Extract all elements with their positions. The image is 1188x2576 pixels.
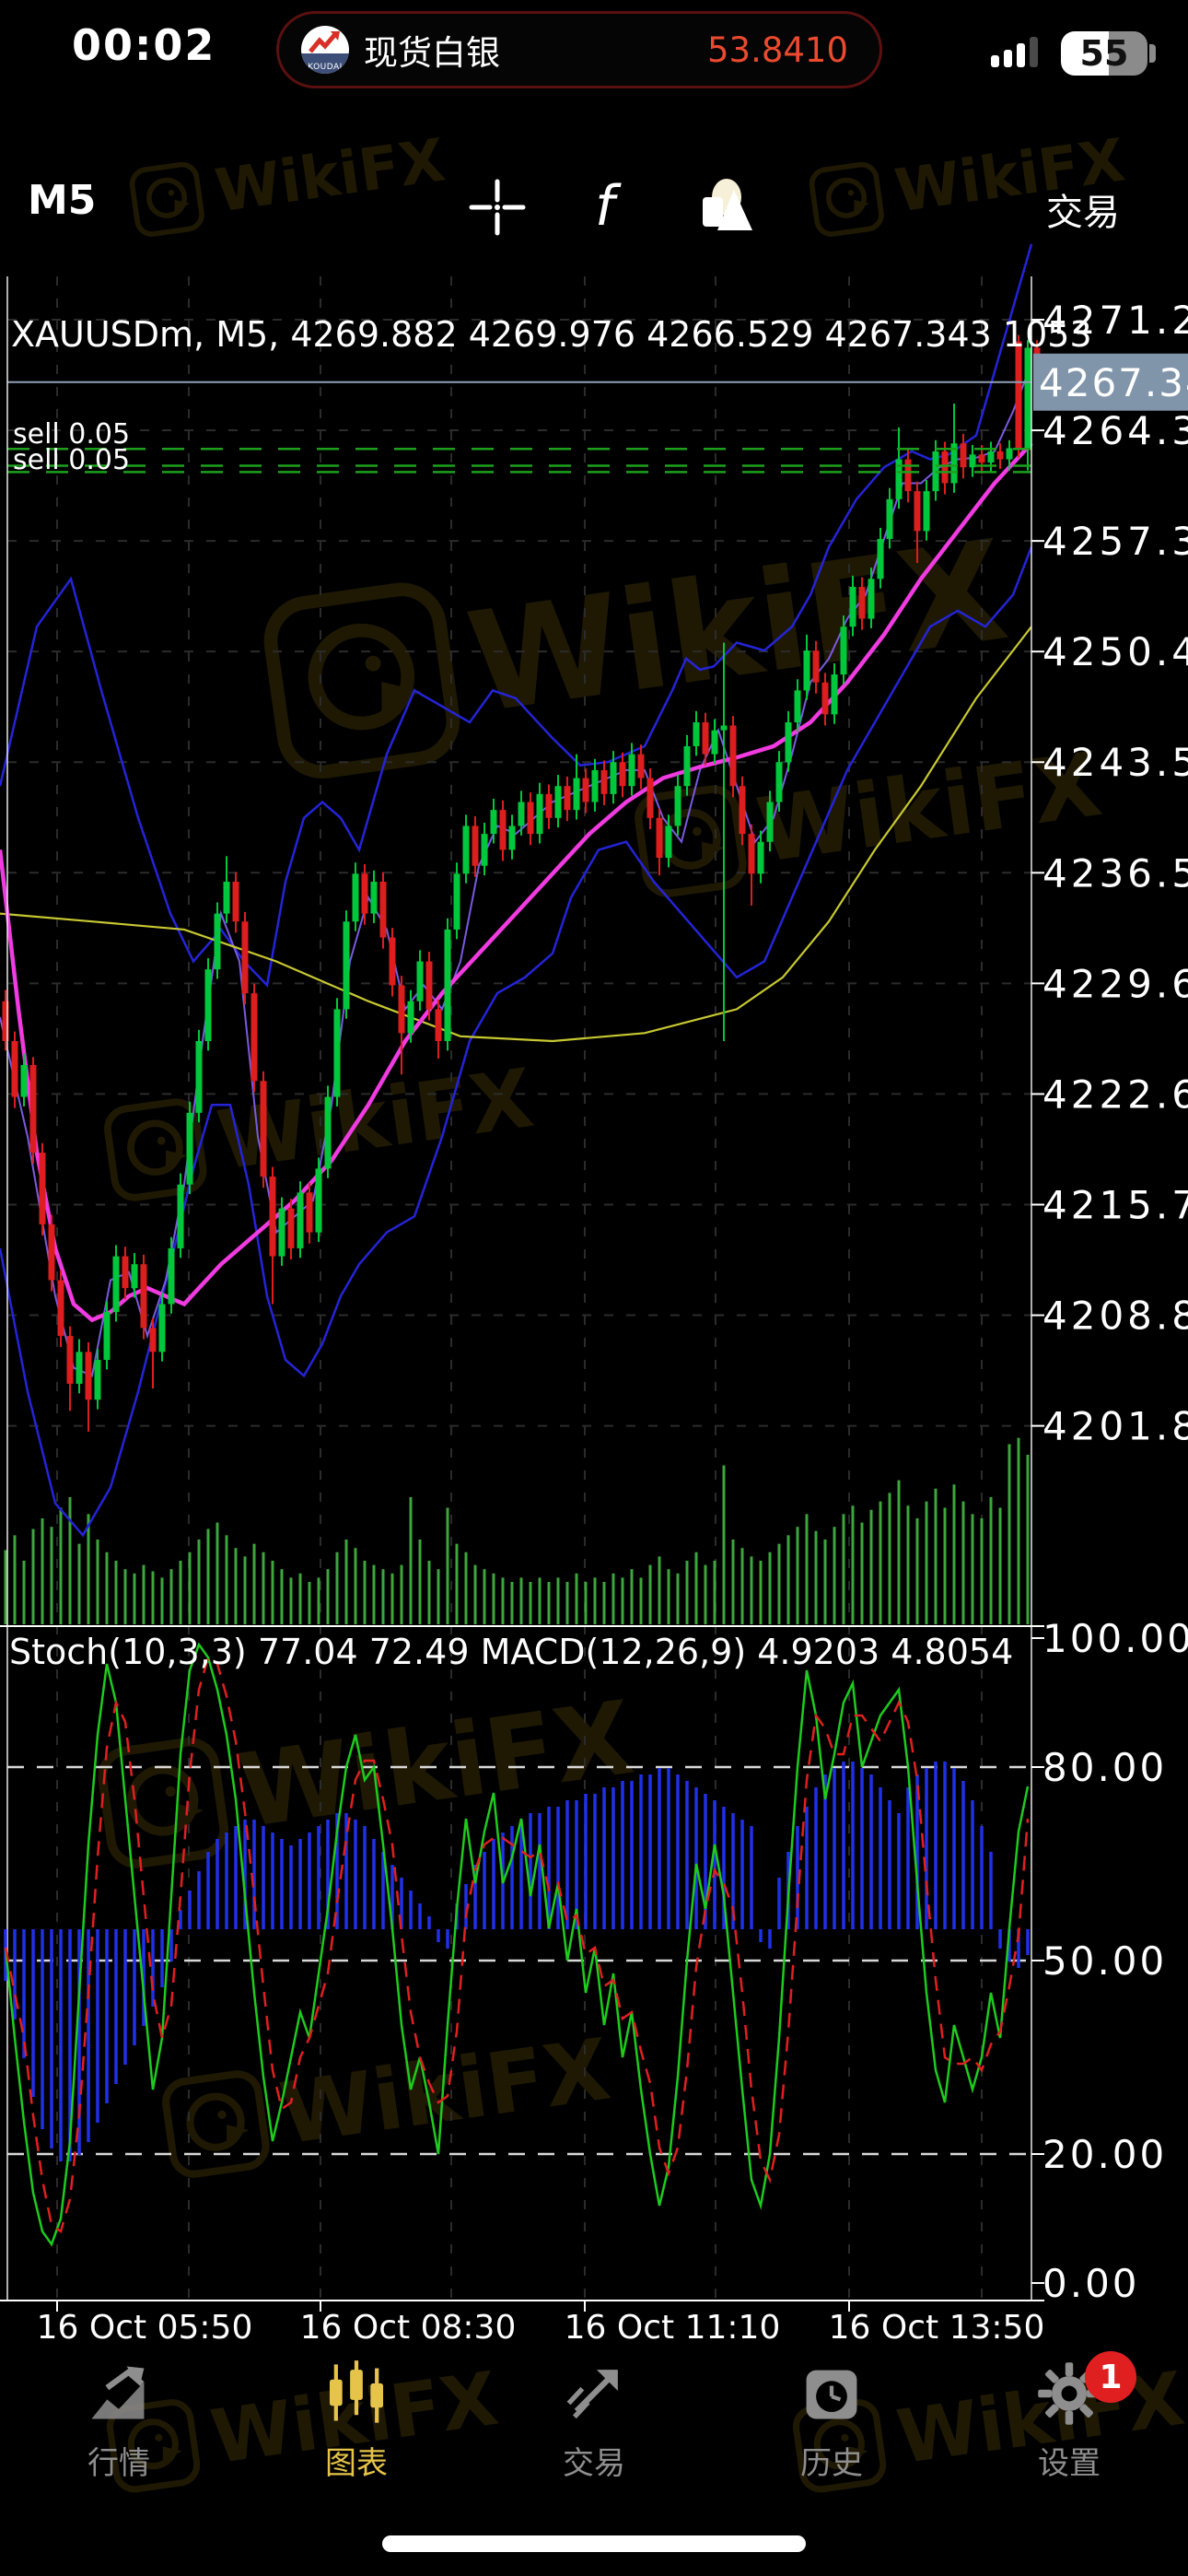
tab-label: 设置 <box>1038 2445 1101 2482</box>
price-axis-label: 4257.380 <box>1042 519 1188 564</box>
price-axis-label: 4229.620 <box>1042 961 1188 1006</box>
notification-title: 现货白银 <box>364 33 500 73</box>
price-axis-label: 4264.320 <box>1042 408 1188 453</box>
home-indicator[interactable] <box>382 2535 806 2552</box>
tab-label: 历史 <box>800 2445 863 2482</box>
tab-trade[interactable]: 交易 <box>511 2355 677 2483</box>
battery-percent: 55 <box>1079 33 1129 74</box>
notification-pill[interactable]: KOUDAI 现货白银 53.8410 <box>276 11 882 88</box>
tab-history[interactable]: 历史 <box>749 2355 914 2483</box>
ma_fast-line <box>0 441 1033 1323</box>
bb_upper-line <box>0 243 1033 989</box>
time-axis-label: 16 Oct 13:50 <box>829 2309 1045 2347</box>
tab-quotes[interactable]: 行情 <box>36 2355 202 2483</box>
charts-icon <box>274 2355 439 2432</box>
indicator-levels <box>7 1765 1031 2156</box>
stoch-k-line <box>4 1642 1030 2247</box>
price-axis-label: 4208.800 <box>1042 1294 1188 1339</box>
quotes-icon <box>36 2355 202 2432</box>
indicators-icon[interactable]: f <box>573 175 646 240</box>
price-axis-label: 4236.560 <box>1042 850 1188 896</box>
battery-nub <box>1149 44 1156 63</box>
current-price-label: 4267.343 <box>1039 360 1188 405</box>
notification-price: 53.8410 <box>706 29 848 70</box>
chart-headers: XAUUSDm, M5, 4269.882 4269.976 4266.529 … <box>9 314 1092 1672</box>
tab-label: 交易 <box>563 2445 625 2482</box>
signal-strength-icon <box>991 37 1038 67</box>
indicator-axis-label: 0.00 <box>1042 2261 1140 2306</box>
macd-histogram <box>4 1762 1030 2161</box>
tab-bar: 行情 图表 交易 历史 设置 <box>0 2355 1188 2502</box>
plot-borders <box>0 276 1044 2301</box>
price-axis-label: 4250.440 <box>1042 629 1188 674</box>
sell-position-label[interactable]: sell 0.05 <box>13 418 130 451</box>
sell-position-label[interactable]: sell 0.05 <box>13 444 130 476</box>
objects-icon[interactable] <box>693 175 766 240</box>
price-axis-label: 4243.500 <box>1042 740 1188 785</box>
tab-settings[interactable]: 设置 <box>986 2355 1152 2483</box>
tab-label: 行情 <box>87 2445 150 2482</box>
price-axis: 4271.260 4264.320 4257.380 4250.440 4243.500… <box>1031 298 1188 1449</box>
time-axis-label: 16 Oct 11:10 <box>565 2309 781 2347</box>
price-axis-label: 4201.860 <box>1042 1404 1188 1449</box>
chart-ohlc-header: XAUUSDm, M5, 4269.882 4269.976 4266.529 … <box>11 314 1092 355</box>
time-axis-label: 16 Oct 05:50 <box>37 2309 253 2347</box>
time-axis-label: 16 Oct 08:30 <box>300 2309 517 2347</box>
indicator-header: Stoch(10,3,3) 77.04 72.49 MACD(12,26,9) … <box>9 1632 1013 1672</box>
koudai-logo-icon: KOUDAI <box>301 26 349 74</box>
crosshair-icon[interactable] <box>460 175 534 240</box>
volume-bars <box>4 1437 1030 1624</box>
stoch-d-line <box>4 1655 1030 2234</box>
time-axis: 16 Oct 05:50 16 Oct 08:30 16 Oct 11:10 16 O… <box>37 2301 1045 2347</box>
grid-horizontal <box>7 319 1031 1427</box>
stoch-lines <box>4 1642 1030 2247</box>
trade-icon <box>511 2355 677 2432</box>
tab-charts[interactable]: 图表 <box>274 2355 439 2483</box>
price-axis-label: 4222.680 <box>1042 1071 1188 1117</box>
tab-label: 图表 <box>325 2445 388 2482</box>
trade-button[interactable]: 交易 <box>1046 192 1120 234</box>
price-axis-label: 4271.260 <box>1042 298 1188 343</box>
history-icon <box>749 2355 914 2432</box>
current-price: 4267.343 <box>7 353 1188 411</box>
indicator-axis-label: 20.00 <box>1042 2132 1167 2177</box>
price-axis-label: 4215.740 <box>1042 1182 1188 1227</box>
indicator-axis-label: 100.00 <box>1042 1616 1188 1661</box>
bb_lower-line <box>0 546 1033 1538</box>
indicator-axis-label: 80.00 <box>1042 1745 1167 1790</box>
candles <box>2 334 1041 1432</box>
timeframe-button[interactable]: M5 <box>28 177 97 224</box>
koudai-logo-text: KOUDAI <box>308 63 343 72</box>
settings-badge: 1 <box>1085 2351 1136 2403</box>
indicator-axis-label: 50.00 <box>1042 1938 1167 1984</box>
battery-icon: 55 <box>1061 31 1147 76</box>
indicator-axis: 100.00 80.00 50.00 20.00 0.00 <box>1031 1616 1188 2306</box>
clock-time: 00:02 <box>72 20 216 70</box>
